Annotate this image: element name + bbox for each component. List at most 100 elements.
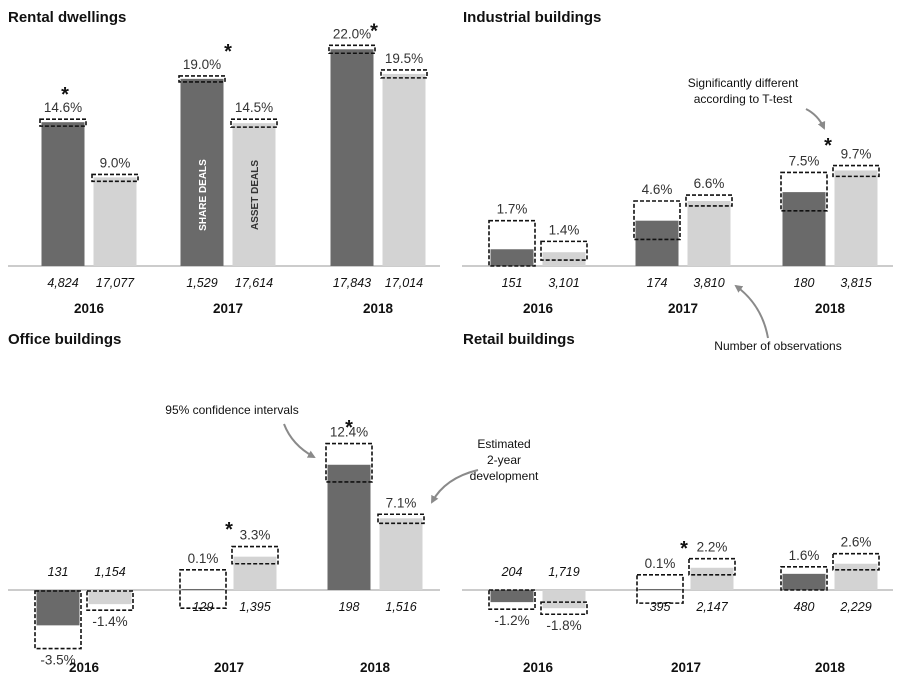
value-label: 7.1% bbox=[386, 495, 417, 510]
arrow bbox=[431, 469, 479, 504]
value-label: 1.6% bbox=[789, 548, 820, 563]
observation-count: 17,843 bbox=[333, 276, 371, 290]
value-label: 1.4% bbox=[549, 222, 580, 237]
observation-count: 1,395 bbox=[239, 600, 270, 614]
arrow bbox=[805, 108, 826, 130]
panel-title: Office buildings bbox=[8, 331, 121, 348]
value-label: 12.4% bbox=[330, 425, 368, 440]
significance-star: * bbox=[224, 41, 232, 63]
significance-star: * bbox=[680, 538, 688, 560]
year-label: 2018 bbox=[815, 301, 846, 316]
value-label: 14.6% bbox=[44, 100, 82, 115]
value-label: 2.6% bbox=[841, 535, 872, 550]
observation-count: 204 bbox=[501, 565, 523, 579]
significance-star: * bbox=[824, 135, 832, 157]
share-deals-bar-2018 bbox=[782, 573, 826, 590]
annotation-confidence: 95% confidence intervals bbox=[165, 403, 298, 417]
annotation-significance-line1: Significantly different bbox=[688, 76, 799, 90]
observation-count: 17,614 bbox=[235, 276, 273, 290]
panel-title: Retail buildings bbox=[463, 331, 575, 348]
asset-deals-bar-2017 bbox=[233, 556, 277, 590]
observation-count: 1,529 bbox=[186, 276, 217, 290]
value-label: 2.2% bbox=[697, 540, 728, 555]
chart-panel-1: Industrial buildings 1.7% 151 1.4% 3,101 2016… bbox=[462, 9, 893, 316]
annotation-estimated-line1: Estimated bbox=[477, 437, 530, 451]
value-label: 22.0% bbox=[333, 26, 371, 41]
share-deals-bar-2017 bbox=[181, 588, 225, 590]
significance-star: * bbox=[225, 519, 233, 541]
share-deals-bar-2018 bbox=[330, 49, 374, 266]
year-label: 2016 bbox=[523, 301, 554, 316]
panel-title: Rental dwellings bbox=[8, 9, 126, 26]
asset-deals-ci-box-2017 bbox=[685, 194, 733, 207]
share-deals-bar-2016 bbox=[36, 590, 80, 626]
year-label: 2017 bbox=[668, 301, 698, 316]
asset-deals-bar-2016 bbox=[542, 590, 586, 609]
value-label: 14.5% bbox=[235, 100, 273, 115]
asset-deals-bar-2018 bbox=[834, 170, 878, 266]
year-label: 2017 bbox=[214, 660, 244, 675]
value-label: -1.4% bbox=[92, 614, 127, 629]
asset-deals-ci-box-2017 bbox=[688, 557, 736, 576]
observation-count: 180 bbox=[794, 276, 815, 290]
observation-count: 129 bbox=[193, 600, 214, 614]
observation-count: 1,154 bbox=[94, 565, 125, 579]
observation-count: 3,810 bbox=[693, 276, 724, 290]
share-deals-bar-2016 bbox=[490, 590, 534, 603]
value-label: 19.5% bbox=[385, 51, 423, 66]
observation-count: 4,824 bbox=[47, 276, 78, 290]
observation-count: 151 bbox=[502, 276, 523, 290]
share-deals-bar-2016 bbox=[490, 249, 534, 266]
value-label: 9.0% bbox=[100, 155, 131, 170]
asset-deals-ci-box-2018 bbox=[832, 552, 880, 571]
year-label: 2018 bbox=[815, 660, 846, 675]
observation-count: 17,077 bbox=[96, 276, 135, 290]
observation-count: 174 bbox=[647, 276, 668, 290]
chart-panel-0: Rental dwellings 14.6% 4,824 9.0% 17,077 2016… bbox=[8, 9, 440, 316]
share-deals-ci-box-2018 bbox=[328, 44, 376, 55]
annotation-observations: Number of observations bbox=[714, 339, 841, 353]
significance-star: * bbox=[370, 20, 378, 42]
year-label: 2016 bbox=[523, 660, 554, 675]
asset-deals-ci-box-2016 bbox=[86, 590, 134, 612]
year-label: 2018 bbox=[363, 301, 394, 316]
share-deals-bar-2018 bbox=[327, 464, 371, 590]
asset-deals-ci-box-2017 bbox=[231, 545, 279, 565]
value-label: 9.7% bbox=[841, 147, 872, 162]
observation-count: 395 bbox=[650, 600, 671, 614]
year-label: 2016 bbox=[69, 660, 100, 675]
value-label: 1.7% bbox=[497, 202, 528, 217]
annotation-significance-line2: according to T-test bbox=[694, 92, 793, 106]
asset-deals-bar-2016 bbox=[542, 252, 586, 266]
asset-deals-ci-box-2018 bbox=[377, 513, 425, 525]
year-label: 2017 bbox=[213, 301, 243, 316]
share-deals-ci-box-2016 bbox=[39, 118, 87, 127]
share-deals-bar-2017 bbox=[635, 220, 679, 266]
value-label: -3.5% bbox=[40, 653, 75, 668]
asset-deals-bar-2016 bbox=[88, 590, 132, 605]
observation-count: 1,516 bbox=[385, 600, 416, 614]
year-label: 2016 bbox=[74, 301, 105, 316]
share-deals-ci-box-2017 bbox=[178, 75, 226, 83]
chart-panel-3: Retail buildings -1.2% 204 -1.8% 1,719 2016 0.… bbox=[462, 331, 893, 675]
value-label: 7.5% bbox=[789, 153, 820, 168]
observation-count: 198 bbox=[339, 600, 360, 614]
value-label: -1.2% bbox=[494, 613, 529, 628]
asset-deals-ci-box-2016 bbox=[540, 240, 588, 261]
significance-star: * bbox=[345, 417, 353, 439]
significance-star: * bbox=[61, 84, 69, 106]
share-deals-ci-box-2016 bbox=[34, 590, 82, 650]
share-deals-ci-box-2017 bbox=[636, 574, 684, 604]
observation-count: 480 bbox=[794, 600, 815, 614]
asset-deals-bar-2016 bbox=[93, 177, 137, 266]
chart-panel-2: Office buildings -3.5% 131 -1.4% 1,154 2016 0.… bbox=[8, 331, 440, 675]
annotations: Significantly different according to T-te… bbox=[165, 76, 842, 504]
asset-deals-label: ASSET DEALS bbox=[250, 160, 261, 230]
annotation-estimated-line3: development bbox=[470, 469, 539, 483]
year-label: 2018 bbox=[360, 660, 391, 675]
annotation-estimated-line2: 2-year bbox=[487, 453, 521, 467]
share-deals-bar-2016 bbox=[41, 122, 85, 266]
asset-deals-bar-2017 bbox=[687, 200, 731, 266]
asset-deals-bar-2017 bbox=[232, 123, 276, 266]
